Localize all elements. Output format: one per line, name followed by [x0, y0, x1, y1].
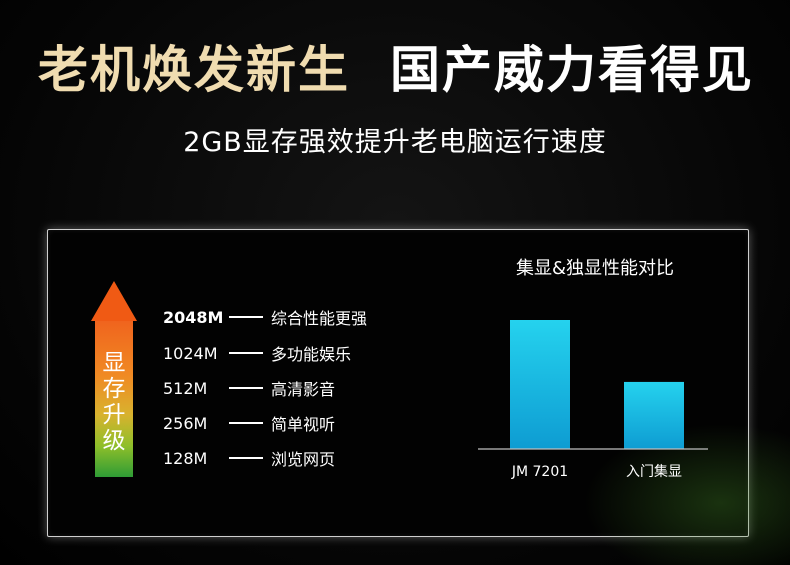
arrow-up-icon	[91, 281, 137, 321]
level-label: 简单视听	[271, 415, 336, 434]
level-dash	[229, 422, 263, 424]
subtitle: 2GB显存强效提升老电脑运行速度	[183, 127, 607, 158]
level-size: 512M	[163, 378, 208, 398]
arrow-label-text: 显存升级	[102, 350, 126, 454]
headline-part2: 国产威力看得见	[390, 41, 754, 99]
level-label: 综合性能更强	[271, 309, 368, 328]
bar-0	[510, 320, 570, 449]
level-size: 2048M	[163, 307, 224, 327]
level-size: 128M	[163, 448, 208, 468]
arrow-label: 显存升级	[95, 350, 133, 454]
level-dash	[229, 387, 263, 389]
level-size: 256M	[163, 413, 208, 433]
level-size: 1024M	[163, 343, 218, 363]
tick-label: 入门集显	[626, 463, 682, 480]
level-dash	[229, 457, 263, 459]
level-row: 128M 浏览网页	[163, 446, 335, 470]
level-dash	[229, 316, 263, 318]
level-row: 256M 简单视听	[163, 411, 335, 435]
headline: 老机焕发新生 国产威力看得见	[0, 30, 790, 100]
bar-1	[624, 381, 684, 449]
level-label: 浏览网页	[271, 450, 336, 469]
level-dash	[229, 352, 263, 354]
level-row: 2048M 综合性能更强	[163, 305, 367, 329]
level-label: 多功能娱乐	[271, 345, 352, 364]
chart-title: 集显&独显性能对比	[515, 258, 675, 279]
level-row: 512M 高清影音	[163, 376, 335, 400]
vram-upgrade-arrow	[95, 321, 133, 477]
level-row: 1024M 多功能娱乐	[163, 341, 351, 365]
tick-label: JM 7201	[511, 464, 568, 480]
headline-part1: 老机焕发新生	[38, 41, 350, 99]
level-label: 高清影音	[271, 380, 336, 399]
